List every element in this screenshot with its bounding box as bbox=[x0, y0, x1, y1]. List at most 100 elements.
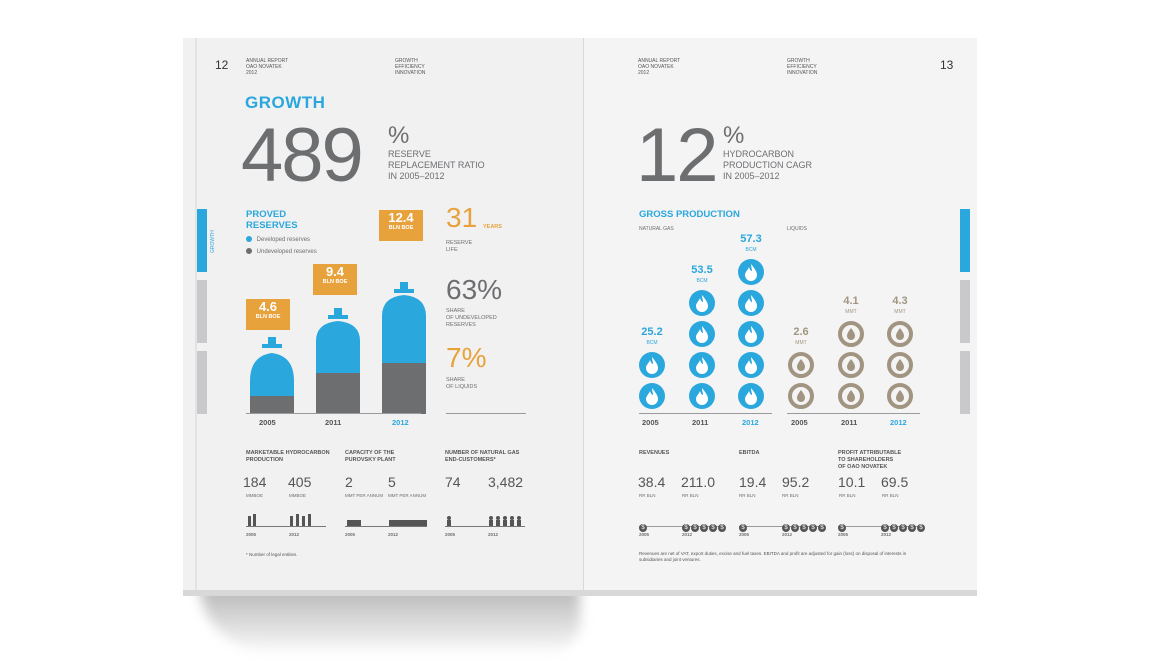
bottom-year-b1: 2005 bbox=[345, 532, 356, 537]
gas-flame-icon bbox=[639, 383, 665, 409]
oil-drop-icon bbox=[788, 352, 814, 378]
fin-year-b1: 2005 bbox=[739, 532, 750, 537]
reserve-life-caption: RESERVE LIFE bbox=[446, 240, 473, 253]
coin-icon: $ bbox=[881, 524, 889, 532]
end-customers-2005: 74 bbox=[445, 474, 461, 490]
side-tab-label: GROWTH bbox=[210, 230, 216, 253]
right-page: ANNUAL REPORT OAO NOVATEK 2012 GROWTH EFFIC… bbox=[584, 38, 977, 590]
coin-icon: $ bbox=[908, 524, 916, 532]
oil-drop-icon bbox=[838, 383, 864, 409]
coin-icon: $ bbox=[639, 524, 647, 532]
coin-row: $ bbox=[639, 516, 648, 534]
gas-value-2005: 25.2 bbox=[641, 326, 663, 338]
reserves-cylinder-chart bbox=[250, 282, 426, 414]
coin-row: $ $ $ $ $ bbox=[782, 516, 827, 534]
side-tab-innovation bbox=[960, 351, 970, 414]
oil-drop-icon bbox=[788, 383, 814, 409]
ebitda-title: EBITDA bbox=[739, 450, 760, 456]
purovsky-2012: 5 bbox=[388, 474, 396, 490]
liquids-unit-2011: MMT bbox=[845, 309, 857, 315]
coin-icon: $ bbox=[718, 524, 726, 532]
reserve-life-unit: YEARS bbox=[483, 224, 502, 230]
gas-flame-icon bbox=[738, 259, 764, 285]
gas-flame-icon bbox=[738, 352, 764, 378]
coin-row: $ bbox=[838, 516, 847, 534]
gas-year-2012: 2012 bbox=[742, 418, 759, 427]
profit-line bbox=[838, 526, 920, 527]
revenues-unit-1: RR BLN bbox=[639, 493, 656, 498]
revenues-2012: 211.0 bbox=[681, 474, 715, 490]
purovsky-unit-2: MMT PER ANNUM bbox=[388, 493, 427, 498]
liquids-value-2011: 4.1 bbox=[843, 295, 859, 307]
side-tab-innovation bbox=[197, 351, 207, 414]
reserve-life-value: 31 bbox=[446, 202, 478, 233]
gas-flame-icon bbox=[689, 352, 715, 378]
header-left: ANNUAL REPORT OAO NOVATEK 2012 bbox=[246, 58, 289, 76]
coin-icon: $ bbox=[691, 524, 699, 532]
marketable-production-title: MARKETABLE HYDROCARBON PRODUCTION bbox=[246, 450, 330, 463]
purovsky-unit-1: MMT PER ANNUM bbox=[345, 493, 384, 498]
gas-unit-2005: BCM bbox=[646, 340, 658, 346]
header-right: GROWTH EFFICIENCY INNOVATION bbox=[787, 58, 818, 76]
fin-year-c2: 2012 bbox=[881, 532, 892, 537]
coin-row: $ $ $ $ $ bbox=[682, 516, 727, 534]
profit-2005: 10.1 bbox=[838, 474, 866, 490]
oil-drop-icon bbox=[838, 352, 864, 378]
fin-year-b2: 2012 bbox=[782, 532, 793, 537]
side-tab-growth bbox=[960, 209, 970, 272]
undeveloped-share-value: 63% bbox=[446, 274, 503, 305]
coin-icon: $ bbox=[800, 524, 808, 532]
coin-icon: $ bbox=[682, 524, 690, 532]
gas-value-2011: 53.5 bbox=[691, 264, 713, 276]
ebitda-unit-1: RR BLN bbox=[739, 493, 756, 498]
big-pct: % bbox=[388, 122, 410, 149]
big-caption: RESERVE REPLACEMENT RATIO IN 2005–2012 bbox=[388, 149, 485, 181]
liquids-baseline bbox=[787, 413, 920, 414]
year-2011: 2011 bbox=[325, 418, 342, 427]
side-tab-growth bbox=[197, 209, 207, 272]
value-box-2011: 9.4 BLN BOE bbox=[313, 264, 357, 295]
gas-flame-icon bbox=[639, 352, 665, 378]
binding-line bbox=[195, 38, 197, 590]
cylinder-2011 bbox=[316, 308, 360, 414]
proved-reserves-title: PROVED RESERVES bbox=[246, 209, 298, 231]
liquids-share-caption: SHARE OF LIQUIDS bbox=[446, 377, 478, 390]
liquids-label: LIQUIDS bbox=[787, 226, 808, 232]
ebitda-2005: 19.4 bbox=[739, 474, 767, 490]
profit-unit-1: RR BLN bbox=[839, 493, 856, 498]
end-customers-title: NUMBER OF NATURAL GAS END-CUSTOMERS* bbox=[445, 450, 520, 463]
marketable-production-2005: 184 bbox=[243, 474, 267, 490]
stats-baseline bbox=[446, 413, 526, 414]
profit-2012: 69.5 bbox=[881, 474, 909, 490]
liquids-value-2012: 4.3 bbox=[892, 295, 908, 307]
header-left: ANNUAL REPORT OAO NOVATEK 2012 bbox=[638, 58, 681, 76]
value-box-2012: 12.4 BLN BOE bbox=[379, 210, 423, 241]
profit-title: PROFIT ATTRIBUTABLE TO SHAREHOLDERS OF OAO… bbox=[838, 450, 902, 470]
coin-icon: $ bbox=[899, 524, 907, 532]
liquids-unit-2005: MMT bbox=[795, 340, 807, 346]
header-right: GROWTH EFFICIENCY INNOVATION bbox=[395, 58, 426, 76]
coin-row: $ bbox=[739, 516, 748, 534]
coin-row: $ $ $ $ $ bbox=[881, 516, 926, 534]
people-icons bbox=[445, 516, 525, 527]
bottom-year-c1: 2005 bbox=[445, 532, 456, 537]
ebitda-2012: 95.2 bbox=[782, 474, 810, 490]
bottom-year-b2: 2012 bbox=[388, 532, 399, 537]
ebitda-unit-2: RR BLN bbox=[782, 493, 799, 498]
gas-flame-icon bbox=[738, 321, 764, 347]
profit-unit-2: RR BLN bbox=[882, 493, 899, 498]
cylinder-2012 bbox=[382, 282, 426, 414]
coin-icon: $ bbox=[709, 524, 717, 532]
coin-icon: $ bbox=[791, 524, 799, 532]
undeveloped-share-caption: SHARE OF UNDEVELOPED RESERVES bbox=[446, 308, 497, 328]
page-edge bbox=[183, 588, 977, 596]
left-page: 12 ANNUAL REPORT OAO NOVATEK 2012 GROWTH EF… bbox=[183, 38, 584, 590]
gas-flame-icon bbox=[689, 290, 715, 316]
ebitda-line bbox=[739, 526, 821, 527]
big-pct: % bbox=[723, 122, 745, 149]
legend-dot-grey bbox=[246, 248, 252, 254]
coin-icon: $ bbox=[917, 524, 925, 532]
liq-year-2011: 2011 bbox=[841, 418, 858, 427]
purovsky-title: CAPACITY OF THE PUROVSKY PLANT bbox=[345, 450, 396, 463]
big-number: 12 bbox=[636, 113, 719, 198]
